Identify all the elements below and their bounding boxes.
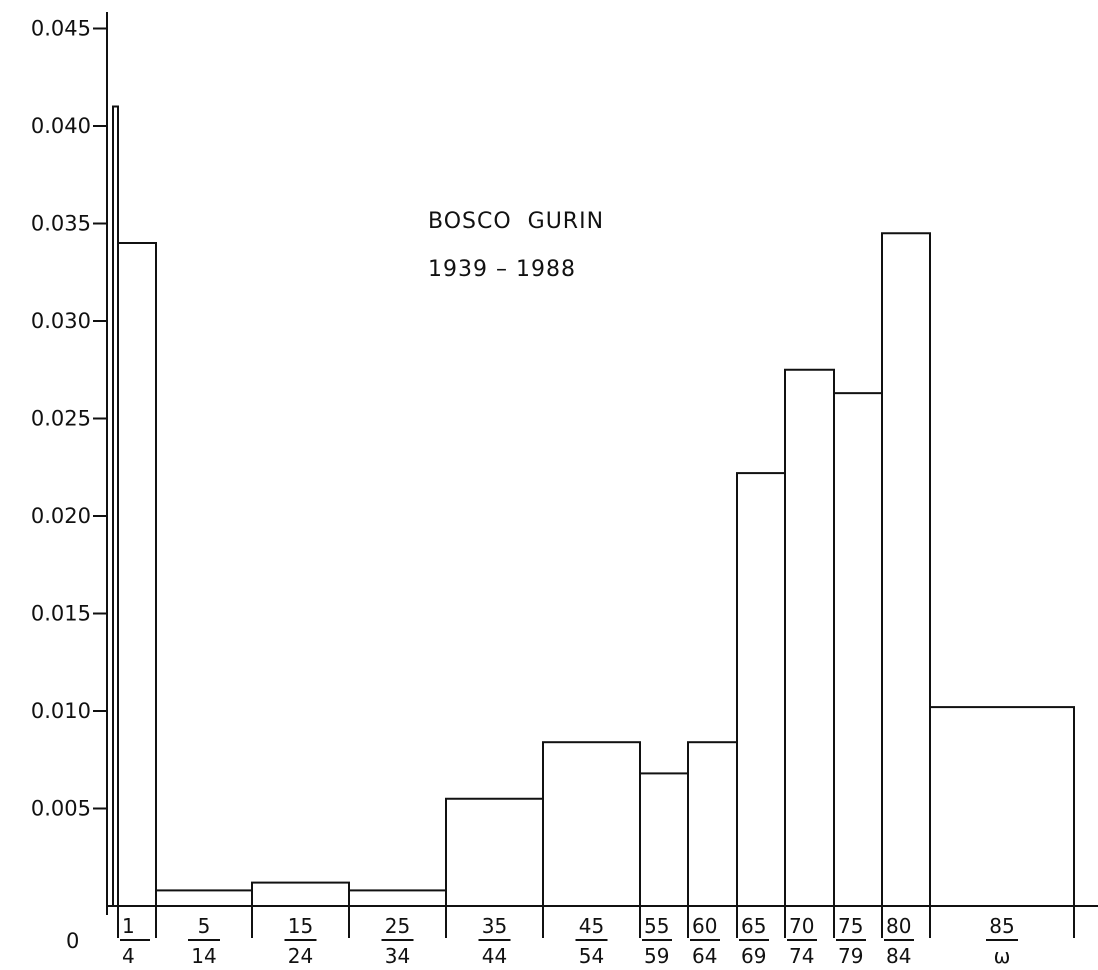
histogram-bar [929, 706, 1075, 907]
y-tick-label: 0.035 [31, 212, 91, 236]
x-bin-upper-label: 59 [644, 944, 669, 968]
x-bin-lower-label: 25 [385, 914, 410, 938]
x-bin-lower-label: 55 [644, 914, 669, 938]
histogram-bar [348, 889, 447, 908]
x-bin-upper-label: 24 [288, 944, 313, 968]
x-bin-lower-label: 70 [789, 914, 814, 938]
x-bin-lower-label: 1 [122, 914, 135, 938]
y-tick-label: 0.020 [31, 504, 91, 528]
y-tick-label: 0.005 [31, 797, 91, 821]
x-bin-upper-label: 4 [122, 944, 135, 968]
histogram-bar [784, 368, 835, 907]
histogram-bar [687, 741, 738, 908]
y-tick-label: 0.015 [31, 602, 91, 626]
x-bin-upper-label: 79 [838, 944, 863, 968]
x-bin-lower-label: 45 [579, 914, 604, 938]
histogram-bar [445, 797, 544, 907]
x-bin-upper-label: 34 [385, 944, 410, 968]
x-bin-lower-label: 85 [989, 914, 1014, 938]
chart-subtitle: 1939 – 1988 [428, 257, 576, 282]
y-zero-label: 0 [66, 929, 79, 953]
histogram-bar [881, 232, 931, 907]
histogram-bar [117, 242, 157, 907]
histogram-bar [736, 472, 786, 907]
x-bin-lower-label: 60 [692, 914, 717, 938]
chart-title: BOSCO GURIN [428, 209, 604, 234]
x-bin-lower-label: 75 [838, 914, 863, 938]
histogram-bar [639, 772, 689, 908]
x-bin-upper-label: 69 [741, 944, 766, 968]
y-tick-label: 0.025 [31, 407, 91, 431]
y-tick-label: 0.045 [31, 17, 91, 41]
y-tick-label: 0.030 [31, 309, 91, 333]
histogram-bar [542, 741, 641, 908]
x-bin-lower-label: 35 [482, 914, 507, 938]
x-bin-upper-label: 64 [692, 944, 717, 968]
x-axis: 1451415242534354445545559606465697074757… [107, 905, 1098, 968]
x-bin-upper-label: ω [994, 944, 1011, 968]
x-bin-upper-label: 14 [191, 944, 216, 968]
x-bin-lower-label: 15 [288, 914, 313, 938]
histogram-bar [155, 889, 253, 908]
x-bin-upper-label: 84 [886, 944, 911, 968]
x-bin-lower-label: 65 [741, 914, 766, 938]
histogram-bar [833, 392, 883, 907]
x-bin-upper-label: 44 [482, 944, 507, 968]
histogram-bar [251, 881, 350, 907]
x-bin-upper-label: 54 [579, 944, 604, 968]
x-bin-upper-label: 74 [789, 944, 814, 968]
x-bin-lower-label: 80 [886, 914, 911, 938]
y-axis: 0.005 0.010 0.015 0.020 0.025 0.030 0.035 0.040… [31, 12, 108, 953]
x-bin-lower-label: 5 [198, 914, 211, 938]
y-tick-label: 0.010 [31, 699, 91, 723]
y-tick-label: 0.040 [31, 114, 91, 138]
